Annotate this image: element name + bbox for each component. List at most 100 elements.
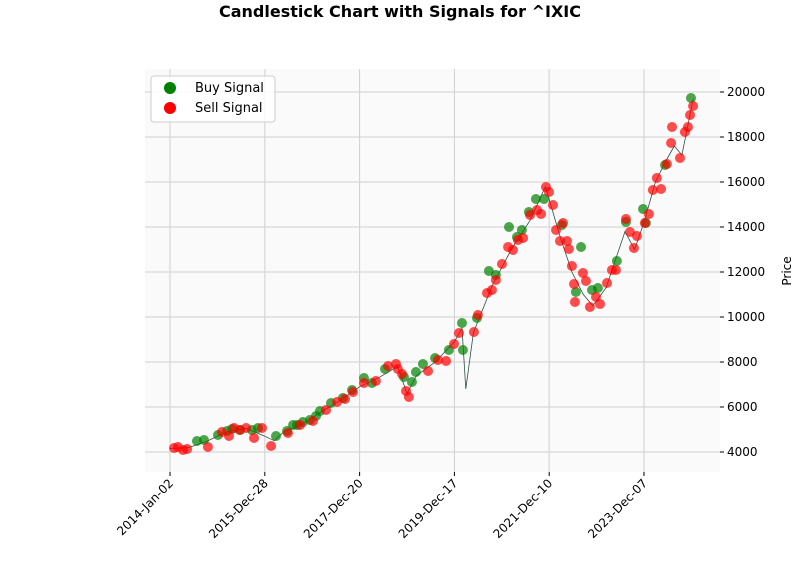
legend-box	[150, 75, 276, 123]
signal-point	[282, 428, 293, 439]
signal-point	[516, 224, 527, 235]
signal-point	[643, 208, 654, 219]
signal-point	[202, 442, 213, 453]
signal-point	[496, 258, 507, 269]
signal-point	[594, 298, 605, 309]
signal-point	[611, 255, 622, 266]
signal-point	[631, 230, 642, 241]
signal-point	[566, 260, 577, 271]
x-tick-label: 2015-Dec-28	[206, 476, 271, 541]
signal-point	[518, 232, 529, 243]
signal-point	[403, 392, 414, 403]
signal-point	[525, 210, 536, 221]
signal-point	[417, 358, 428, 369]
signal-point	[584, 302, 595, 313]
signal-point	[457, 345, 468, 356]
signal-point	[536, 208, 547, 219]
signal-point	[651, 172, 662, 183]
signal-point	[685, 93, 696, 104]
signal-point	[610, 264, 621, 275]
signal-point	[543, 186, 554, 197]
x-tick-label: 2023-Dec-07	[585, 476, 650, 541]
signal-point	[383, 361, 394, 372]
signal-point	[432, 354, 443, 365]
signal-point	[397, 368, 408, 379]
signal-point	[503, 221, 514, 232]
signal-point	[340, 393, 351, 404]
signal-point	[358, 377, 369, 388]
signal-point	[410, 366, 421, 377]
y-tick-label: 20000	[727, 85, 765, 99]
signal-point	[182, 444, 193, 455]
x-tick-label: 2021-Dec-10	[490, 476, 555, 541]
signal-point	[569, 278, 580, 289]
signal-point	[307, 415, 318, 426]
plot-area	[145, 69, 720, 472]
signal-point	[507, 244, 518, 255]
signal-point	[295, 419, 306, 430]
signal-point	[423, 365, 434, 376]
signal-point	[472, 309, 483, 320]
signal-point	[468, 327, 479, 338]
signal-point	[620, 213, 631, 224]
signal-point	[639, 217, 650, 228]
signal-point	[453, 327, 464, 338]
signal-point	[563, 244, 574, 255]
y-axis-label: Price	[780, 256, 794, 285]
signal-point	[602, 277, 613, 288]
signal-point	[558, 217, 569, 228]
signal-point	[547, 199, 558, 210]
signal-point	[667, 122, 678, 133]
signal-point	[347, 386, 358, 397]
signal-point	[486, 284, 497, 295]
signal-point	[551, 224, 562, 235]
x-tick-label: 2014-Jan-02	[114, 476, 176, 538]
signal-point	[490, 275, 501, 286]
y-tick-label: 14000	[727, 220, 765, 234]
signal-point	[628, 242, 639, 253]
signal-point	[577, 267, 588, 278]
y-tick-label: 6000	[727, 400, 758, 414]
y-tick-label: 10000	[727, 310, 765, 324]
signal-point	[441, 356, 452, 367]
signal-point	[647, 185, 658, 196]
signal-point	[562, 235, 573, 246]
signal-point	[456, 318, 467, 329]
legend-marker	[164, 102, 176, 114]
signal-point	[530, 194, 541, 205]
signal-point	[554, 235, 565, 246]
signal-point	[539, 194, 550, 205]
x-tick-label: 2017-Dec-20	[301, 476, 366, 541]
signal-point	[656, 183, 667, 194]
signal-point	[688, 100, 699, 111]
signal-point	[576, 241, 587, 252]
signal-point	[580, 275, 591, 286]
signal-point	[674, 152, 685, 163]
signal-point	[266, 440, 277, 451]
signal-point	[682, 122, 693, 133]
signal-point	[592, 282, 603, 293]
signal-point	[332, 397, 343, 408]
signal-point	[666, 138, 677, 149]
legend-label: Sell Signal	[195, 101, 263, 116]
y-tick-label: 16000	[727, 175, 765, 189]
legend-marker	[164, 82, 176, 94]
chart-title: Candlestick Chart with Signals for ^IXIC	[219, 2, 581, 21]
signal-point	[271, 430, 282, 441]
x-tick-label: 2019-Dec-17	[396, 476, 461, 541]
signal-point	[661, 158, 672, 169]
signal-point	[321, 404, 332, 415]
signal-point	[449, 338, 460, 349]
signal-point	[241, 422, 252, 433]
signal-point	[370, 375, 381, 386]
legend-label: Buy Signal	[195, 81, 264, 96]
y-tick-label: 8000	[727, 355, 758, 369]
signal-point	[569, 296, 580, 307]
signal-point	[256, 422, 267, 433]
signal-point	[570, 286, 581, 297]
signal-point	[249, 433, 260, 444]
y-tick-label: 12000	[727, 265, 765, 279]
y-tick-label: 18000	[727, 130, 765, 144]
signal-point	[685, 109, 696, 120]
